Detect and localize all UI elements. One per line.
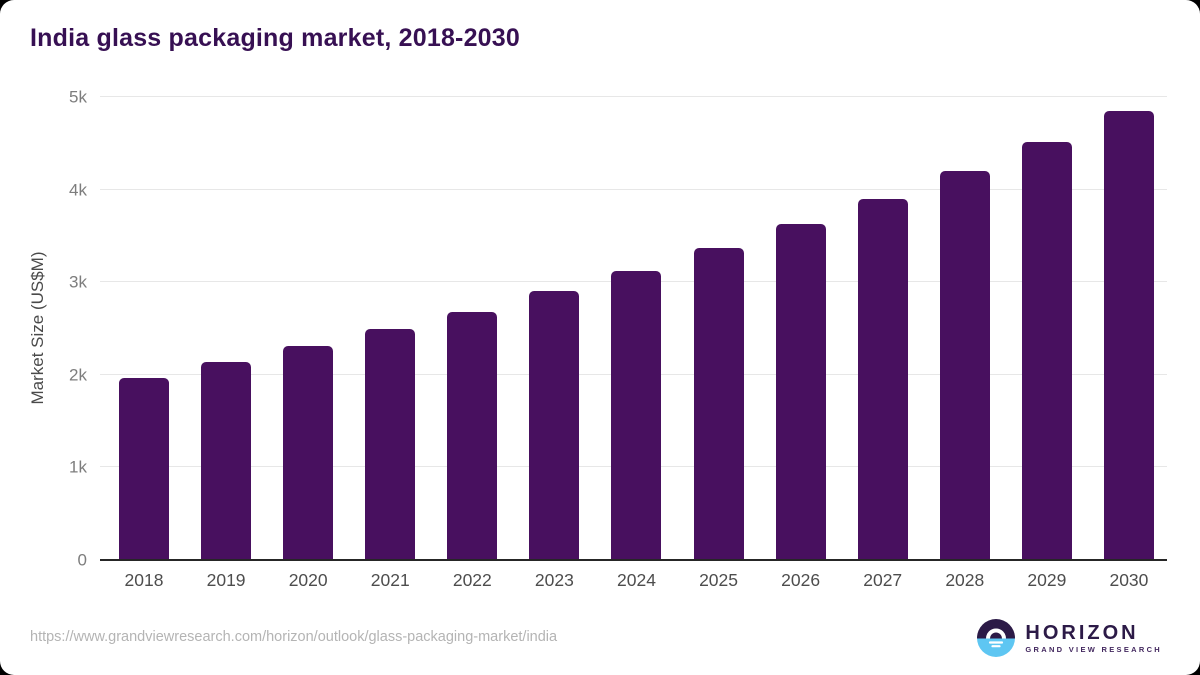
y-tick-label-4k: 4k [69, 180, 87, 200]
bar-2026[interactable] [775, 223, 826, 560]
x-tick-label-2026: 2026 [781, 570, 821, 590]
x-tick-label-2018: 2018 [124, 570, 164, 590]
x-axis-line [100, 559, 1167, 561]
plot-area: 0 1k 2k 3k 4k 5k [69, 89, 1167, 569]
source-url: https://www.grandviewresearch.com/horizo… [30, 629, 558, 645]
x-tick-label-2024: 2024 [617, 570, 656, 590]
x-axis-labels: 2018 2019 2020 2021 2022 2023 2024 2025 2026 2027… [100, 570, 1167, 591]
y-tick-label-5k: 5k [69, 87, 87, 107]
y-tick-label-1k: 1k [69, 457, 87, 477]
bar-2021[interactable] [365, 329, 416, 560]
bar-2027[interactable] [857, 198, 908, 560]
logo-text: HORIZON GRAND VIEW RESEARCH [1025, 622, 1162, 654]
x-tick-label-2019: 2019 [206, 570, 246, 590]
bar-series [100, 97, 1167, 560]
x-tick-label-2020: 2020 [288, 570, 328, 590]
bar-2019[interactable] [201, 361, 252, 560]
gridline-4k [100, 188, 1167, 190]
y-tick-label-3k: 3k [69, 272, 87, 292]
bar-2018[interactable] [119, 377, 169, 560]
bar-2023[interactable] [529, 291, 580, 560]
logo-subtitle: GRAND VIEW RESEARCH [1025, 645, 1162, 654]
bar-2030[interactable] [1103, 110, 1154, 560]
x-tick-label-2023: 2023 [534, 570, 574, 590]
gridline-5k [100, 96, 1167, 97]
bar-2022[interactable] [447, 311, 498, 560]
x-tick-label-2030: 2030 [1109, 570, 1149, 590]
bar-2024[interactable] [611, 271, 662, 560]
x-tick-label-2027: 2027 [863, 570, 903, 590]
chart-title: India glass packaging market, 2018-2030 [30, 24, 520, 52]
bar-2025[interactable] [693, 247, 744, 560]
logo-brand: HORIZON [1025, 622, 1139, 644]
horizon-sun-icon [977, 619, 1016, 657]
y-axis-title: Market Size (US$M) [28, 251, 47, 405]
y-tick-label-2k: 2k [69, 365, 87, 385]
bar-2029[interactable] [1021, 142, 1072, 560]
x-tick-label-2028: 2028 [945, 570, 985, 590]
y-tick-label-0: 0 [77, 550, 87, 570]
bar-2020[interactable] [283, 346, 334, 560]
x-tick-label-2022: 2022 [452, 570, 492, 590]
x-tick-label-2025: 2025 [699, 570, 739, 590]
x-tick-label-2029: 2029 [1027, 570, 1067, 590]
logo: HORIZON GRAND VIEW RESEARCH [977, 619, 1162, 657]
bar-2028[interactable] [939, 171, 990, 560]
x-tick-label-2021: 2021 [370, 570, 410, 590]
